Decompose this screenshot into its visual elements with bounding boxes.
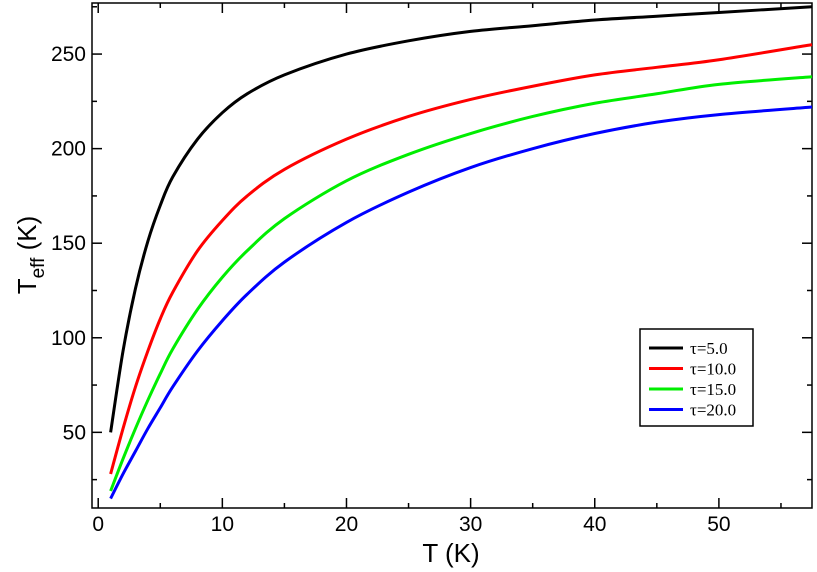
- x-tick-label: 20: [335, 513, 358, 536]
- y-tick-label: 250: [51, 43, 86, 66]
- x-tick-label: 0: [92, 513, 104, 536]
- legend-label-2: τ=10.0: [690, 360, 736, 379]
- y-tick-label: 150: [51, 232, 86, 255]
- legend-label-1: τ=5.0: [690, 339, 728, 358]
- legend-items: τ=5.0 τ=10.0τ=15.0 τ=20.0: [649, 339, 736, 420]
- y-axis-label: Teff (K): [12, 216, 49, 295]
- legend-label-3: τ=15.0: [690, 380, 736, 399]
- series-line-3: [109, 75, 813, 492]
- x-axis-label: T (K): [422, 538, 479, 568]
- series-line-1: [109, 5, 813, 433]
- series-lines: [109, 5, 813, 500]
- legend: τ=5.0 τ=10.0τ=15.0 τ=20.0: [639, 328, 754, 427]
- legend-label-4: τ=20.0: [690, 401, 736, 420]
- y-axis-label-main: T: [12, 278, 42, 294]
- plot-frame: [91, 2, 813, 509]
- x-tick-label: 10: [211, 513, 234, 536]
- series-line-2: [109, 43, 813, 475]
- y-tick-label: 50: [63, 421, 86, 444]
- x-tick-label: 40: [583, 513, 606, 536]
- y-tick-label: 100: [51, 327, 86, 350]
- y-axis-label-unit: (K): [12, 216, 42, 258]
- y-axis-label-subscript: eff: [28, 257, 49, 279]
- series-line-4: [109, 105, 813, 500]
- x-tick-label: 30: [459, 513, 482, 536]
- y-tick-label: 200: [51, 138, 86, 161]
- x-tick-label: 50: [707, 513, 730, 536]
- axis-ticks: 0 10 20 30 40 50 50 100 150 200 250: [51, 3, 812, 536]
